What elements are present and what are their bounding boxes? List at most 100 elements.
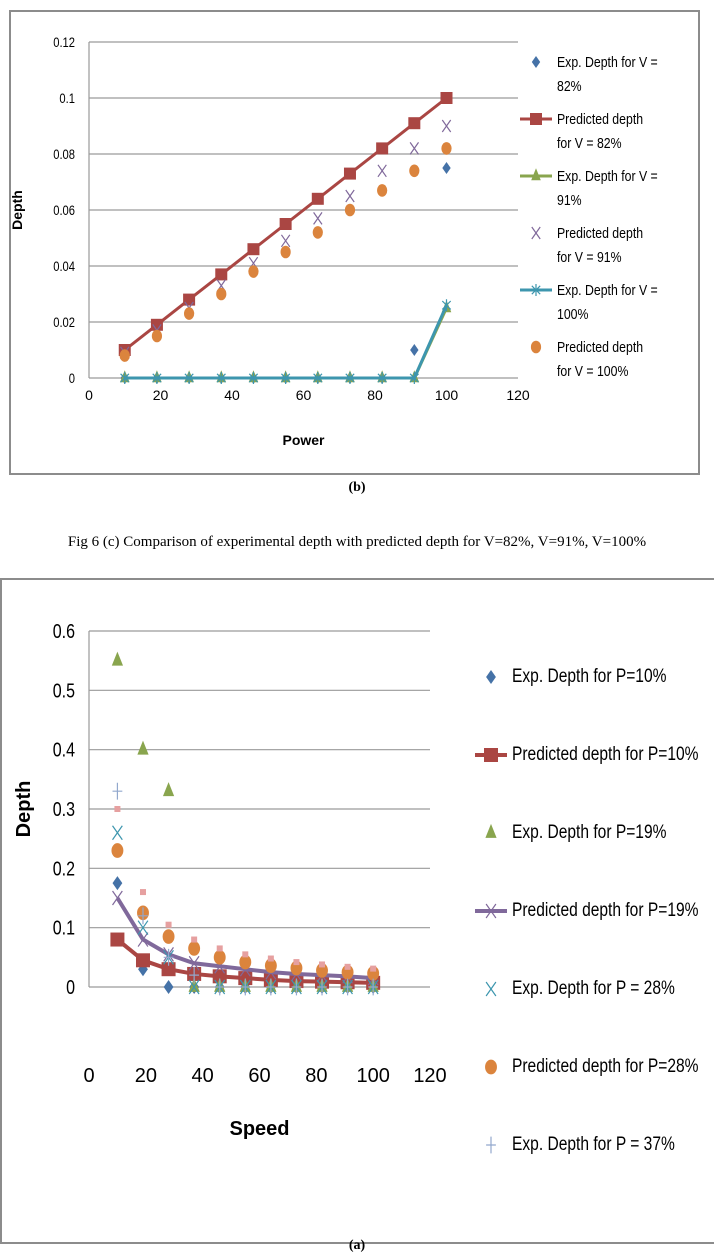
legend-label: Predicted depth <box>557 225 643 241</box>
legend-label: Exp. Depth for V = <box>557 282 658 298</box>
x-tick-label: 120 <box>413 1065 446 1087</box>
series-3 <box>112 890 379 986</box>
series-1 <box>118 92 453 356</box>
chart-b-subcaption: (b) <box>348 480 366 495</box>
legend-marker <box>531 168 541 181</box>
y-tick-label: 0.6 <box>53 620 75 642</box>
data-point <box>215 268 228 281</box>
series-2 <box>119 300 452 383</box>
data-point <box>319 961 326 968</box>
data-point <box>110 932 125 947</box>
data-point <box>112 782 123 800</box>
chart-a-frame <box>0 578 714 1244</box>
legend-marker <box>531 226 541 240</box>
data-point <box>191 936 198 943</box>
data-point <box>216 945 223 952</box>
legend-label: Predicted depth for P=28% <box>512 1055 698 1077</box>
data-point <box>184 372 194 384</box>
data-point <box>279 218 292 230</box>
legend-marker <box>484 748 498 762</box>
y-tick-label: 0.12 <box>53 35 75 50</box>
data-point <box>214 978 225 996</box>
legend-marker <box>486 670 496 684</box>
series-line <box>124 304 448 380</box>
data-point <box>151 329 163 343</box>
legend-label: 91% <box>557 192 582 208</box>
data-point <box>162 929 175 944</box>
series-7 <box>114 806 377 972</box>
data-point <box>410 344 419 356</box>
data-point <box>152 372 162 384</box>
data-point <box>377 372 387 384</box>
legend-marker <box>485 981 497 997</box>
legend-label: for V = 91% <box>557 249 622 265</box>
legend-label: Exp. Depth for P=19% <box>512 821 666 843</box>
data-point <box>242 951 249 958</box>
x-tick-label: 80 <box>305 1065 327 1087</box>
data-point <box>345 372 355 384</box>
y-tick-label: 0 <box>66 976 75 998</box>
legend-entry: Exp. Depth for V = 100% <box>520 282 658 322</box>
series-2 <box>111 651 379 992</box>
x-axis-label: Speed <box>229 1118 289 1140</box>
legend-entry: Predicted depth for V = 82% <box>520 111 643 151</box>
data-point <box>441 142 452 155</box>
legend-label: 100% <box>557 306 588 322</box>
series-4 <box>120 299 452 384</box>
data-point <box>188 941 201 956</box>
data-point <box>291 978 302 996</box>
chart-1: 0 0.1 0.2 0.3 0.4 0.5 0.6 0 20 40 60 80 100 120 Speed D… <box>13 620 698 1154</box>
legend-entry: Predicted depth for P=10% <box>475 743 698 765</box>
legend-entry: Predicted depth for P=28% <box>485 1055 698 1077</box>
data-point <box>280 245 291 259</box>
data-point <box>441 299 452 312</box>
legend-marker <box>486 1136 496 1154</box>
series-6 <box>112 782 379 996</box>
legend-label: Predicted depth for P=10% <box>512 743 698 765</box>
data-point <box>183 293 196 306</box>
x-tick-label: 40 <box>192 1065 214 1087</box>
legend-label: for V = 82% <box>557 135 622 151</box>
x-tick-label: 0 <box>83 1065 94 1087</box>
data-point <box>240 978 251 996</box>
x-tick-label: 40 <box>224 387 240 403</box>
legend-entry: Exp. Depth for P=19% <box>485 821 666 843</box>
x-tick-label: 80 <box>367 387 383 403</box>
y-tick-label: 0.08 <box>53 147 75 162</box>
y-tick-label: 0.02 <box>53 315 75 330</box>
x-axis-label: Power <box>282 432 325 448</box>
data-point <box>376 142 389 155</box>
data-point <box>265 978 276 996</box>
series-line <box>124 307 448 380</box>
data-point <box>137 740 149 755</box>
data-point <box>189 966 200 984</box>
data-point <box>441 119 452 133</box>
data-point <box>317 978 327 996</box>
x-tick-label: 0 <box>85 387 93 403</box>
data-point <box>112 876 123 891</box>
data-point <box>184 307 195 320</box>
data-point <box>313 212 323 225</box>
data-point <box>188 955 200 971</box>
y-tick-label: 0.04 <box>53 259 75 274</box>
data-point <box>112 825 123 841</box>
data-point <box>139 889 146 896</box>
chart-b-frame <box>9 10 700 475</box>
data-point <box>344 963 351 970</box>
data-point <box>119 349 130 362</box>
legend-label: Exp. Depth for P = 28% <box>512 977 675 999</box>
legend-label: for V = 100% <box>557 363 628 379</box>
series-5 <box>111 843 380 981</box>
data-point <box>377 184 388 197</box>
y-tick-label: 0.1 <box>53 917 75 939</box>
data-point <box>120 372 130 384</box>
legend-label: Exp. Depth for V = <box>557 168 658 184</box>
legend-entry: Exp. Depth for P = 28% <box>485 977 675 999</box>
x-tick-label: 60 <box>248 1065 270 1087</box>
data-point <box>442 162 451 174</box>
data-point <box>370 965 377 972</box>
data-point <box>280 234 291 248</box>
legend-label: Exp. Depth for P=10% <box>512 665 666 687</box>
y-tick-label: 0.06 <box>53 203 75 218</box>
data-point <box>408 117 421 130</box>
